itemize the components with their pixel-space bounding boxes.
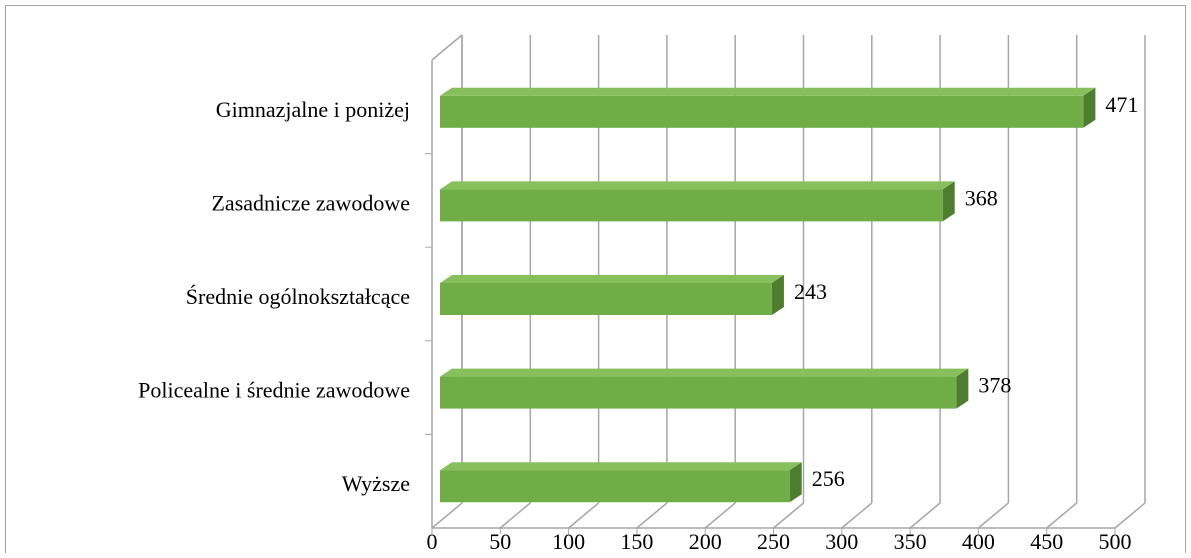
grid-line <box>431 502 463 529</box>
bar-side <box>956 368 969 409</box>
x-tick-label: 200 <box>689 529 722 553</box>
value-label: 368 <box>965 185 998 210</box>
value-label: 378 <box>978 373 1011 398</box>
x-tick-label: 100 <box>552 529 585 553</box>
value-label: 471 <box>1105 92 1138 117</box>
grid-line <box>841 502 873 529</box>
chart-border <box>5 5 1186 558</box>
bar-side <box>942 181 955 222</box>
y-tick-label: Gimnazjalne i poniżej <box>216 97 410 122</box>
bar-top <box>440 181 955 190</box>
grid-line <box>1114 502 1146 529</box>
bar <box>440 376 957 409</box>
grid-line <box>1046 502 1078 529</box>
x-tick-label: 50 <box>489 529 511 553</box>
bar <box>440 470 790 503</box>
grid-line <box>977 502 1009 529</box>
bar <box>440 95 1084 128</box>
value-label: 243 <box>794 279 827 304</box>
grid-line <box>909 502 941 529</box>
bar-side <box>771 275 784 315</box>
grid-line <box>773 502 804 529</box>
x-tick-label: 250 <box>757 529 790 553</box>
grid-line <box>704 502 736 529</box>
bar-top <box>440 87 1096 96</box>
grid-line <box>499 502 531 529</box>
axis-line <box>431 34 463 61</box>
x-tick-label: 400 <box>962 529 995 553</box>
bar-top <box>440 368 969 377</box>
x-tick-label: 450 <box>1030 529 1063 553</box>
x-tick-label: 0 <box>427 529 438 553</box>
value-label: 256 <box>812 466 845 491</box>
bar <box>440 189 943 222</box>
y-tick-label: Średnie ogólnokształcące <box>186 284 410 309</box>
y-tick-label: Zasadnicze zawodowe <box>211 190 410 215</box>
x-tick-label: 350 <box>894 529 927 553</box>
bar <box>440 283 772 315</box>
x-tick-label: 150 <box>620 529 653 553</box>
x-tick-label: 500 <box>1099 529 1132 553</box>
y-tick-label: Policealne i średnie zawodowe <box>138 378 410 403</box>
grid-line <box>568 502 600 529</box>
bar-top <box>440 275 784 283</box>
grid-line <box>636 502 668 529</box>
bar-side <box>789 462 802 503</box>
bar-side <box>1083 87 1096 128</box>
x-tick-label: 300 <box>825 529 858 553</box>
bar-top <box>440 462 802 471</box>
y-tick-label: Wyższe <box>342 471 410 496</box>
